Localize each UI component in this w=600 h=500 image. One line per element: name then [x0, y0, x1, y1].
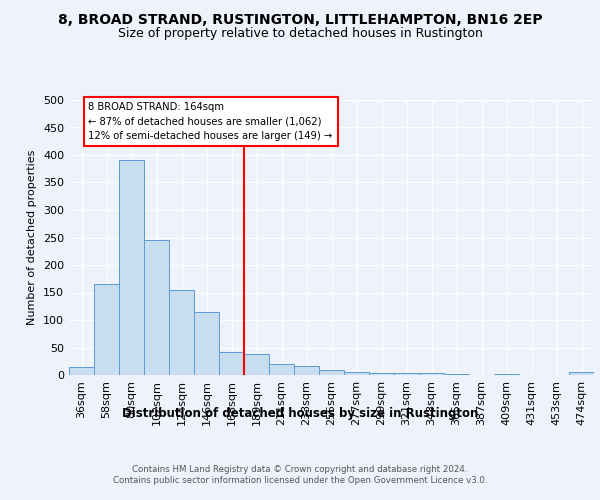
Bar	[169, 290, 194, 375]
Bar	[394, 374, 419, 375]
Bar	[569, 372, 594, 375]
Text: Contains HM Land Registry data © Crown copyright and database right 2024.: Contains HM Land Registry data © Crown c…	[132, 465, 468, 474]
Bar	[94, 284, 119, 375]
Bar	[294, 366, 319, 375]
Text: Size of property relative to detached houses in Rustington: Size of property relative to detached ho…	[118, 28, 482, 40]
Bar	[494, 374, 519, 375]
Bar	[69, 367, 94, 375]
Text: 8, BROAD STRAND, RUSTINGTON, LITTLEHAMPTON, BN16 2EP: 8, BROAD STRAND, RUSTINGTON, LITTLEHAMPT…	[58, 12, 542, 26]
Text: 8 BROAD STRAND: 164sqm
← 87% of detached houses are smaller (1,062)
12% of semi-: 8 BROAD STRAND: 164sqm ← 87% of detached…	[89, 102, 333, 141]
Bar	[344, 372, 369, 375]
Text: Contains public sector information licensed under the Open Government Licence v3: Contains public sector information licen…	[113, 476, 487, 485]
Bar	[319, 370, 344, 375]
Bar	[369, 374, 394, 375]
Bar	[219, 352, 244, 375]
Bar	[419, 374, 444, 375]
Bar	[194, 312, 219, 375]
Bar	[244, 354, 269, 375]
Bar	[269, 364, 294, 375]
Bar	[144, 240, 169, 375]
Bar	[119, 160, 144, 375]
Bar	[444, 374, 469, 375]
Y-axis label: Number of detached properties: Number of detached properties	[28, 150, 37, 325]
Text: Distribution of detached houses by size in Rustington: Distribution of detached houses by size …	[122, 408, 478, 420]
